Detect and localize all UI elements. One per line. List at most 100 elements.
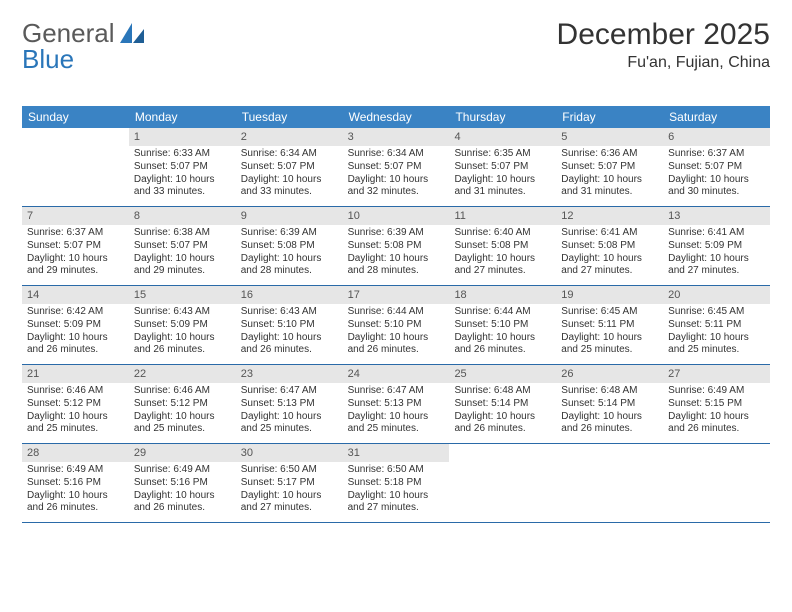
sunrise-text: Sunrise: 6:41 AM xyxy=(561,227,658,240)
weekday-header: Saturday xyxy=(663,106,770,128)
weekday-header: Thursday xyxy=(449,106,556,128)
week-row: 7Sunrise: 6:37 AMSunset: 5:07 PMDaylight… xyxy=(22,207,770,286)
sunrise-text: Sunrise: 6:48 AM xyxy=(454,385,551,398)
sunset-text: Sunset: 5:15 PM xyxy=(668,398,765,411)
day-cell: 30Sunrise: 6:50 AMSunset: 5:17 PMDayligh… xyxy=(236,444,343,522)
day-cell: 1Sunrise: 6:33 AMSunset: 5:07 PMDaylight… xyxy=(129,128,236,206)
page-header: General December 2025 Fu'an, Fujian, Chi… xyxy=(22,18,770,72)
day-number: 20 xyxy=(663,286,770,304)
daylight-text: Daylight: 10 hours and 33 minutes. xyxy=(241,174,338,200)
location-label: Fu'an, Fujian, China xyxy=(557,54,770,72)
sunset-text: Sunset: 5:07 PM xyxy=(454,161,551,174)
sail-icon xyxy=(120,23,146,45)
day-cell: 11Sunrise: 6:40 AMSunset: 5:08 PMDayligh… xyxy=(449,207,556,285)
sunset-text: Sunset: 5:12 PM xyxy=(134,398,231,411)
day-body: Sunrise: 6:48 AMSunset: 5:14 PMDaylight:… xyxy=(449,383,556,440)
weekday-header: Tuesday xyxy=(236,106,343,128)
sunset-text: Sunset: 5:07 PM xyxy=(134,240,231,253)
day-number: 1 xyxy=(129,128,236,146)
sunset-text: Sunset: 5:08 PM xyxy=(348,240,445,253)
day-cell: 21Sunrise: 6:46 AMSunset: 5:12 PMDayligh… xyxy=(22,365,129,443)
day-cell xyxy=(663,444,770,522)
sunset-text: Sunset: 5:09 PM xyxy=(27,319,124,332)
daylight-text: Daylight: 10 hours and 26 minutes. xyxy=(454,411,551,437)
sunrise-text: Sunrise: 6:37 AM xyxy=(668,148,765,161)
sunset-text: Sunset: 5:10 PM xyxy=(348,319,445,332)
day-number: 3 xyxy=(343,128,450,146)
day-number: 25 xyxy=(449,365,556,383)
sunrise-text: Sunrise: 6:45 AM xyxy=(561,306,658,319)
sunrise-text: Sunrise: 6:47 AM xyxy=(348,385,445,398)
day-cell: 31Sunrise: 6:50 AMSunset: 5:18 PMDayligh… xyxy=(343,444,450,522)
sunrise-text: Sunrise: 6:46 AM xyxy=(134,385,231,398)
sunset-text: Sunset: 5:14 PM xyxy=(454,398,551,411)
sunset-text: Sunset: 5:17 PM xyxy=(241,477,338,490)
day-number: 2 xyxy=(236,128,343,146)
weekday-header: Sunday xyxy=(22,106,129,128)
day-cell: 9Sunrise: 6:39 AMSunset: 5:08 PMDaylight… xyxy=(236,207,343,285)
day-cell: 27Sunrise: 6:49 AMSunset: 5:15 PMDayligh… xyxy=(663,365,770,443)
day-cell: 25Sunrise: 6:48 AMSunset: 5:14 PMDayligh… xyxy=(449,365,556,443)
day-number: 7 xyxy=(22,207,129,225)
day-body: Sunrise: 6:41 AMSunset: 5:08 PMDaylight:… xyxy=(556,225,663,282)
sunrise-text: Sunrise: 6:33 AM xyxy=(134,148,231,161)
day-body: Sunrise: 6:44 AMSunset: 5:10 PMDaylight:… xyxy=(343,304,450,361)
day-body: Sunrise: 6:37 AMSunset: 5:07 PMDaylight:… xyxy=(663,146,770,203)
sunrise-text: Sunrise: 6:39 AM xyxy=(241,227,338,240)
day-number: 11 xyxy=(449,207,556,225)
sunset-text: Sunset: 5:14 PM xyxy=(561,398,658,411)
sunset-text: Sunset: 5:16 PM xyxy=(134,477,231,490)
day-body: Sunrise: 6:41 AMSunset: 5:09 PMDaylight:… xyxy=(663,225,770,282)
day-cell: 7 Sunrise: 6:37 AMSunset: 5:07 PMDaylight… xyxy=(22,207,129,285)
day-body: Sunrise: 6:38 AMSunset: 5:07 PMDaylight:… xyxy=(129,225,236,282)
sunset-text: Sunset: 5:10 PM xyxy=(454,319,551,332)
day-number: 6 xyxy=(663,128,770,146)
day-number: 12 xyxy=(556,207,663,225)
sunset-text: Sunset: 5:18 PM xyxy=(348,477,445,490)
daylight-text: Daylight: 10 hours and 25 minutes. xyxy=(348,411,445,437)
day-number: 22 xyxy=(129,365,236,383)
day-number: 8 xyxy=(129,207,236,225)
sunrise-text: Sunrise: 6:37 AM xyxy=(27,227,124,240)
day-body: Sunrise: 6:47 AMSunset: 5:13 PMDaylight:… xyxy=(343,383,450,440)
sunrise-text: Sunrise: 6:44 AM xyxy=(348,306,445,319)
sunrise-text: Sunrise: 6:38 AM xyxy=(134,227,231,240)
sunrise-text: Sunrise: 6:44 AM xyxy=(454,306,551,319)
day-body: Sunrise: 6:46 AMSunset: 5:12 PMDaylight:… xyxy=(22,383,129,440)
day-body: Sunrise: 6:48 AMSunset: 5:14 PMDaylight:… xyxy=(556,383,663,440)
sunset-text: Sunset: 5:09 PM xyxy=(134,319,231,332)
sunset-text: Sunset: 5:07 PM xyxy=(561,161,658,174)
day-cell: 16Sunrise: 6:43 AMSunset: 5:10 PMDayligh… xyxy=(236,286,343,364)
day-cell: 18Sunrise: 6:44 AMSunset: 5:10 PMDayligh… xyxy=(449,286,556,364)
daylight-text: Daylight: 10 hours and 29 minutes. xyxy=(27,253,124,279)
daylight-text: Daylight: 10 hours and 26 minutes. xyxy=(561,411,658,437)
title-block: December 2025 Fu'an, Fujian, China xyxy=(557,18,770,72)
daylight-text: Daylight: 10 hours and 25 minutes. xyxy=(241,411,338,437)
sunrise-text: Sunrise: 6:43 AM xyxy=(134,306,231,319)
daylight-text: Daylight: 10 hours and 26 minutes. xyxy=(27,332,124,358)
sunrise-text: Sunrise: 6:42 AM xyxy=(27,306,124,319)
day-cell: 28Sunrise: 6:49 AMSunset: 5:16 PMDayligh… xyxy=(22,444,129,522)
day-body: Sunrise: 6:45 AMSunset: 5:11 PMDaylight:… xyxy=(663,304,770,361)
sunrise-text: Sunrise: 6:36 AM xyxy=(561,148,658,161)
day-number xyxy=(556,444,663,461)
day-cell: 20Sunrise: 6:45 AMSunset: 5:11 PMDayligh… xyxy=(663,286,770,364)
week-row: 1 Sunrise: 6:33 AM Sunset: 5:07 PM Daylight… xyxy=(22,128,770,207)
sunrise-text: Sunrise: 6:35 AM xyxy=(454,148,551,161)
weekday-header: Monday xyxy=(129,106,236,128)
day-cell: 5Sunrise: 6:36 AMSunset: 5:07 PMDaylight… xyxy=(556,128,663,206)
sunset-text: Sunset: 5:11 PM xyxy=(561,319,658,332)
week-row: 21Sunrise: 6:46 AMSunset: 5:12 PMDayligh… xyxy=(22,365,770,444)
daylight-text: Daylight: 10 hours and 25 minutes. xyxy=(134,411,231,437)
day-cell: 3Sunrise: 6:34 AMSunset: 5:07 PMDaylight… xyxy=(343,128,450,206)
daylight-text: Daylight: 10 hours and 27 minutes. xyxy=(454,253,551,279)
day-body: Sunrise: 6:44 AMSunset: 5:10 PMDaylight:… xyxy=(449,304,556,361)
sunset-text: Sunset: 5:07 PM xyxy=(27,240,124,253)
sunset-text: Sunset: 5:13 PM xyxy=(348,398,445,411)
day-cell: 24Sunrise: 6:47 AMSunset: 5:13 PMDayligh… xyxy=(343,365,450,443)
day-number: 27 xyxy=(663,365,770,383)
daylight-text: Daylight: 10 hours and 33 minutes. xyxy=(134,174,231,200)
sunrise-text: Sunrise: 6:46 AM xyxy=(27,385,124,398)
daylight-text: Daylight: 10 hours and 26 minutes. xyxy=(668,411,765,437)
day-number: 14 xyxy=(22,286,129,304)
